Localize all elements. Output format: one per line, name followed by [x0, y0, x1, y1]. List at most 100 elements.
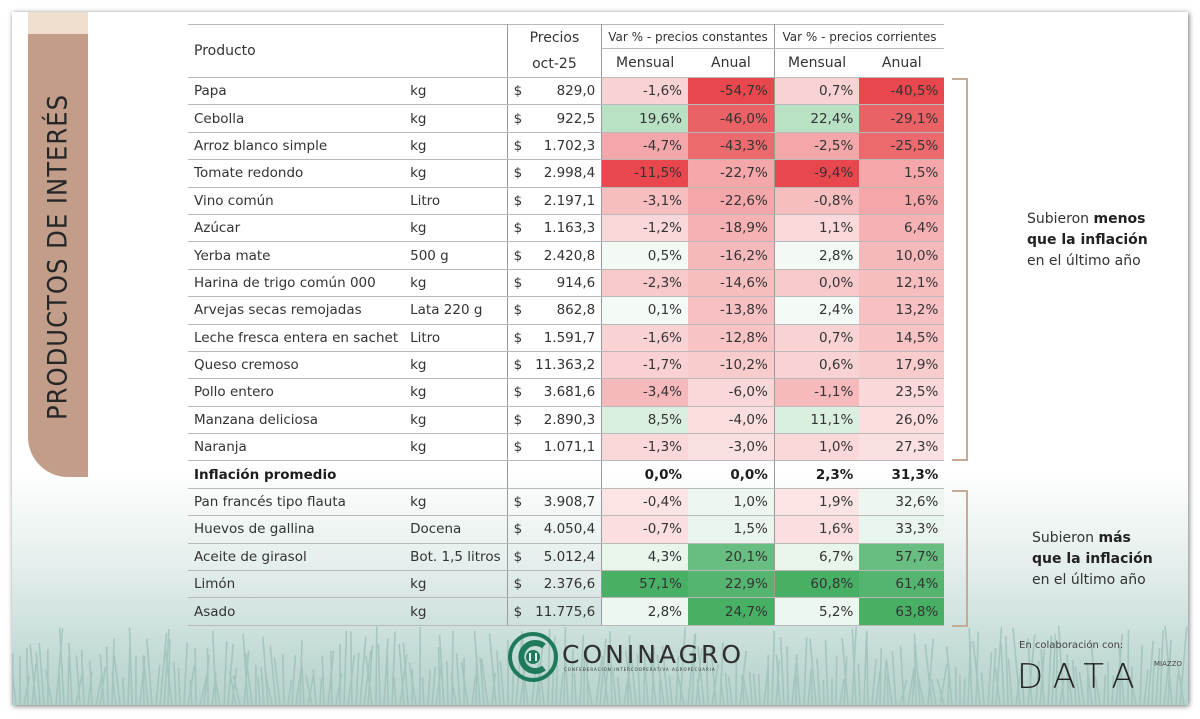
product-price: 2.890,3: [529, 406, 602, 435]
average-const-m: 0,0%: [601, 460, 689, 489]
var-const-a: -22,6%: [688, 187, 775, 215]
product-name: Azúcar: [188, 214, 405, 243]
currency-symbol: $: [506, 241, 530, 270]
header-price-line2: oct-25: [532, 56, 577, 72]
var-const-m: -1,3%: [601, 433, 689, 462]
var-const-a: -10,2%: [688, 351, 775, 380]
product-unit: Litro: [404, 187, 508, 215]
table-row: Harina de trigo común 000 kg $914,6 -2,3% -1…: [188, 269, 945, 298]
section-title: PRODUCTOS DE INTERÉS: [42, 93, 74, 421]
currency-symbol: $: [506, 433, 530, 462]
currency-symbol: $: [506, 378, 530, 407]
average-unit-empty: [404, 460, 508, 489]
product-unit: 500 g: [404, 241, 508, 270]
note-more-than-inflation: Subieron más que la inflación en el últi…: [1032, 528, 1153, 591]
var-curr-m: 2,4%: [773, 296, 860, 325]
var-const-m: 0,1%: [601, 296, 689, 325]
product-name: Queso cremoso: [188, 351, 405, 380]
product-name: Naranja: [188, 433, 405, 462]
var-const-m: 57,1%: [601, 570, 689, 599]
product-price: 3.681,6: [529, 378, 602, 407]
product-name: Tomate redondo: [188, 159, 405, 188]
grass-decoration: [12, 625, 1188, 705]
table-row: Vino común Litro $2.197,1 -3,1% -22,6% -0,8% 1…: [188, 187, 945, 215]
var-const-a: -46,0%: [688, 104, 775, 133]
var-const-a: 1,5%: [688, 515, 775, 544]
product-unit: kg: [404, 214, 508, 243]
note-less-pre: Subieron: [1027, 211, 1094, 227]
table-row: Queso cremoso kg $11.363,2 -1,7% -10,2% 0,6% 1…: [188, 351, 945, 380]
product-price: 1.591,7: [529, 324, 602, 352]
product-unit: kg: [404, 77, 508, 106]
coninagro-emblem-icon: [508, 632, 558, 682]
product-price: 2.998,4: [529, 159, 602, 188]
var-const-m: 19,6%: [601, 104, 689, 133]
header-product: Producto: [188, 24, 508, 78]
table-row: Asado kg $11.775,6 2,8% 24,7% 5,2% 63,8%: [188, 597, 945, 626]
product-price: 11.775,6: [529, 597, 602, 626]
var-curr-a: 1,5%: [859, 159, 945, 188]
product-price: 2.376,6: [529, 570, 602, 599]
var-curr-a: 13,2%: [859, 296, 945, 325]
product-name: Arvejas secas remojadas: [188, 296, 405, 325]
var-curr-m: 11,1%: [773, 406, 860, 435]
var-const-m: -1,6%: [601, 77, 689, 106]
table-row: Leche fresca entera en sachet Litro $1.591…: [188, 324, 945, 352]
table-row: Arroz blanco simple kg $1.702,3 -4,7% -43,3%…: [188, 132, 945, 161]
product-price: 11.363,2: [529, 351, 602, 380]
currency-symbol: $: [506, 132, 530, 161]
currency-symbol: $: [506, 570, 530, 599]
product-name: Arroz blanco simple: [188, 132, 405, 161]
var-const-a: -12,8%: [688, 324, 775, 352]
currency-symbol: $: [506, 543, 530, 572]
table-row: Arvejas secas remojadas Lata 220 g $862,8 0…: [188, 296, 945, 325]
var-curr-m: 1,1%: [773, 214, 860, 243]
var-const-m: -1,6%: [601, 324, 689, 352]
product-price: 1.702,3: [529, 132, 602, 161]
product-unit: Docena: [404, 515, 508, 544]
price-table: Producto Precios oct-25 Var % - precios …: [188, 24, 945, 626]
var-curr-m: 1,9%: [773, 488, 860, 517]
product-unit: kg: [404, 433, 508, 462]
table-row: Azúcar kg $1.163,3 -1,2% -18,9% 1,1% 6,4%: [188, 214, 945, 243]
header-curr-annual: Anual: [859, 48, 945, 78]
var-const-a: -6,0%: [688, 378, 775, 407]
product-unit: kg: [404, 159, 508, 188]
var-curr-m: 0,7%: [773, 324, 860, 352]
table-row: Yerba mate 500 g $2.420,8 0,5% -16,2% 2,8% 10,…: [188, 241, 945, 270]
var-const-a: 20,1%: [688, 543, 775, 572]
tab-accent: [28, 12, 88, 34]
var-curr-m: 5,2%: [773, 597, 860, 626]
table-row: Cebolla kg $922,5 19,6% -46,0% 22,4% -29,1%: [188, 104, 945, 133]
slide: PRODUCTOS DE INTERÉS Producto Precios oc…: [12, 12, 1188, 705]
header-const-monthly: Mensual: [601, 48, 689, 78]
var-curr-a: 6,4%: [859, 214, 945, 243]
var-curr-m: 2,8%: [773, 241, 860, 270]
var-const-a: 22,9%: [688, 570, 775, 599]
var-const-m: -4,7%: [601, 132, 689, 161]
grass-blades: [12, 625, 1188, 705]
data-logo: DATA: [1017, 657, 1145, 697]
product-unit: Bot. 1,5 litros: [404, 543, 508, 572]
var-const-m: 8,5%: [601, 406, 689, 435]
var-const-m: -0,7%: [601, 515, 689, 544]
var-const-m: -1,7%: [601, 351, 689, 380]
var-curr-m: 60,8%: [773, 570, 860, 599]
var-curr-m: 0,0%: [773, 269, 860, 298]
average-row: Inflación promedio 0,0% 0,0% 2,3% 31,3%: [188, 460, 945, 489]
product-name: Pan francés tipo flauta: [188, 488, 405, 517]
product-name: Papa: [188, 77, 405, 106]
product-unit: Litro: [404, 324, 508, 352]
product-name: Vino común: [188, 187, 405, 215]
currency-symbol: $: [506, 187, 530, 215]
note-more-bold1: más: [1098, 530, 1131, 546]
note-less-than-inflation: Subieron menos que la inflación en el úl…: [1027, 209, 1148, 272]
var-const-a: -13,8%: [688, 296, 775, 325]
product-price: 3.908,7: [529, 488, 602, 517]
data-logo-sub: MIAZZO: [1154, 660, 1182, 668]
note-less-bold2: que la inflación: [1027, 232, 1148, 248]
var-curr-a: 10,0%: [859, 241, 945, 270]
var-const-a: 1,0%: [688, 488, 775, 517]
var-const-m: 4,3%: [601, 543, 689, 572]
product-price: 914,6: [529, 269, 602, 298]
